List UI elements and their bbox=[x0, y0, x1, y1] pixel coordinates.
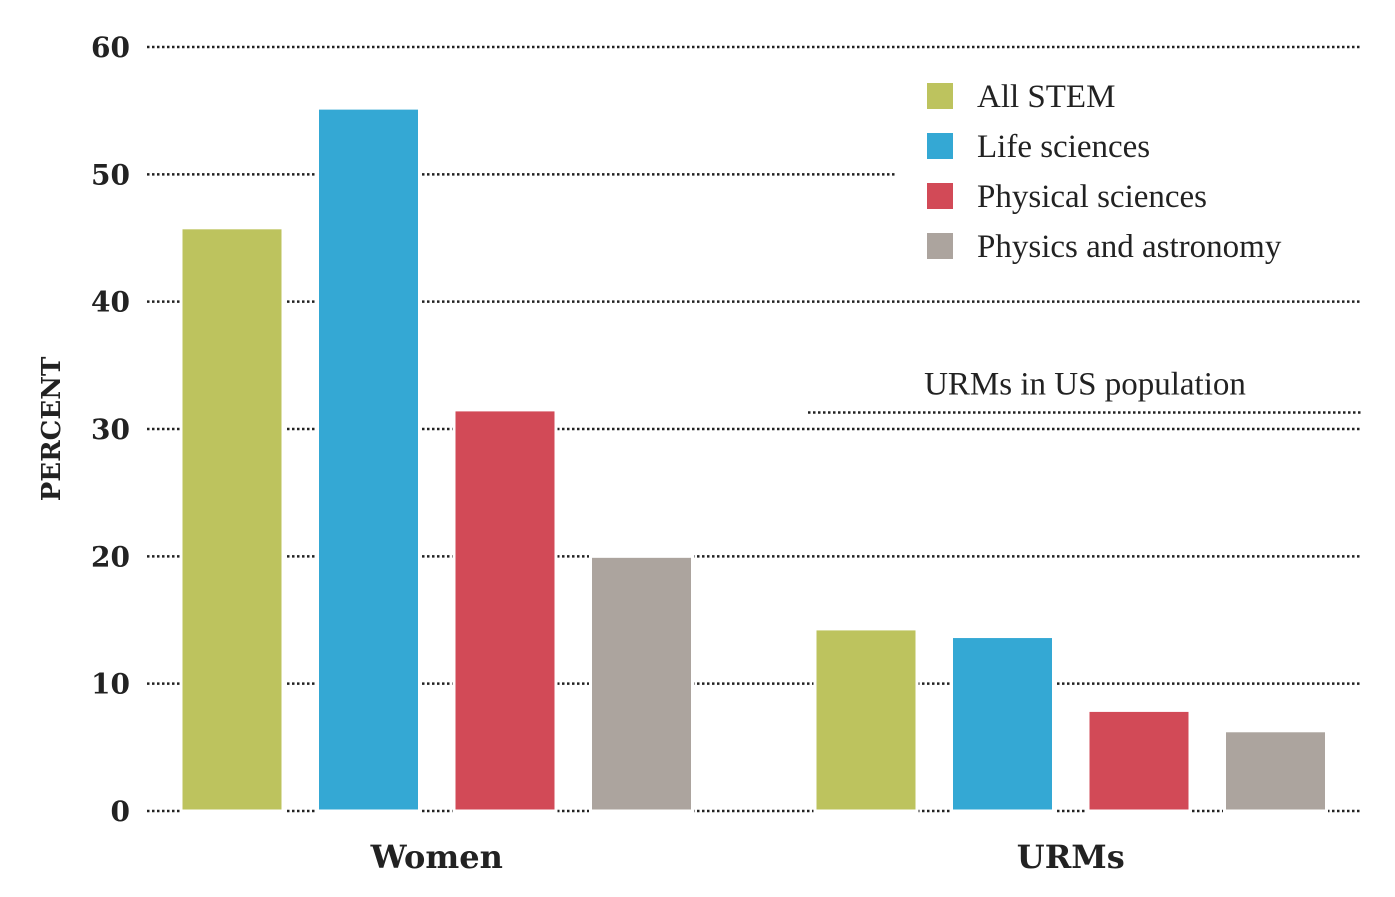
reference-line-group: URMs in US population bbox=[806, 366, 1362, 417]
y-tick-label: 10 bbox=[91, 668, 130, 701]
legend-label: Physics and astronomy bbox=[977, 229, 1282, 265]
legend: All STEM Life sciences Physical sciences Ph… bbox=[927, 79, 1282, 265]
reference-line-label: URMs in US population bbox=[924, 366, 1246, 402]
bar-women-physical-sciences bbox=[452, 408, 558, 813]
legend-label: Life sciences bbox=[977, 129, 1150, 165]
y-tick-label: 60 bbox=[91, 31, 130, 64]
y-axis-label: PERCENT bbox=[37, 356, 67, 501]
y-tick-label: 40 bbox=[91, 286, 130, 319]
legend-label: Physical sciences bbox=[977, 179, 1207, 215]
legend-swatch bbox=[927, 133, 953, 159]
bar-women-physics-and-astronomy bbox=[589, 554, 694, 813]
bar-women-life-sciences bbox=[316, 106, 421, 813]
legend-label: All STEM bbox=[977, 79, 1115, 115]
bar-women-all-stem bbox=[179, 226, 285, 813]
y-tick-label: 30 bbox=[91, 413, 130, 446]
bar-urms-physical-sciences bbox=[1086, 708, 1192, 813]
y-tick-label: 0 bbox=[111, 795, 130, 828]
y-tick-label: 50 bbox=[91, 158, 130, 191]
bar-urms-life-sciences bbox=[950, 635, 1055, 813]
x-axis-categories: Women URMs bbox=[370, 838, 1125, 876]
bar-urms-all-stem bbox=[813, 627, 919, 813]
y-tick-label: 20 bbox=[91, 540, 130, 573]
legend-swatch bbox=[927, 83, 953, 109]
y-axis-ticks: 0 10 20 30 40 50 60 bbox=[91, 31, 130, 828]
x-category-label: Women bbox=[370, 838, 503, 876]
legend-swatch bbox=[927, 233, 953, 259]
x-category-label: URMs bbox=[1017, 838, 1125, 876]
bar-urms-physics-and-astronomy bbox=[1223, 729, 1328, 813]
bars bbox=[179, 106, 1328, 813]
legend-swatch bbox=[927, 183, 953, 209]
